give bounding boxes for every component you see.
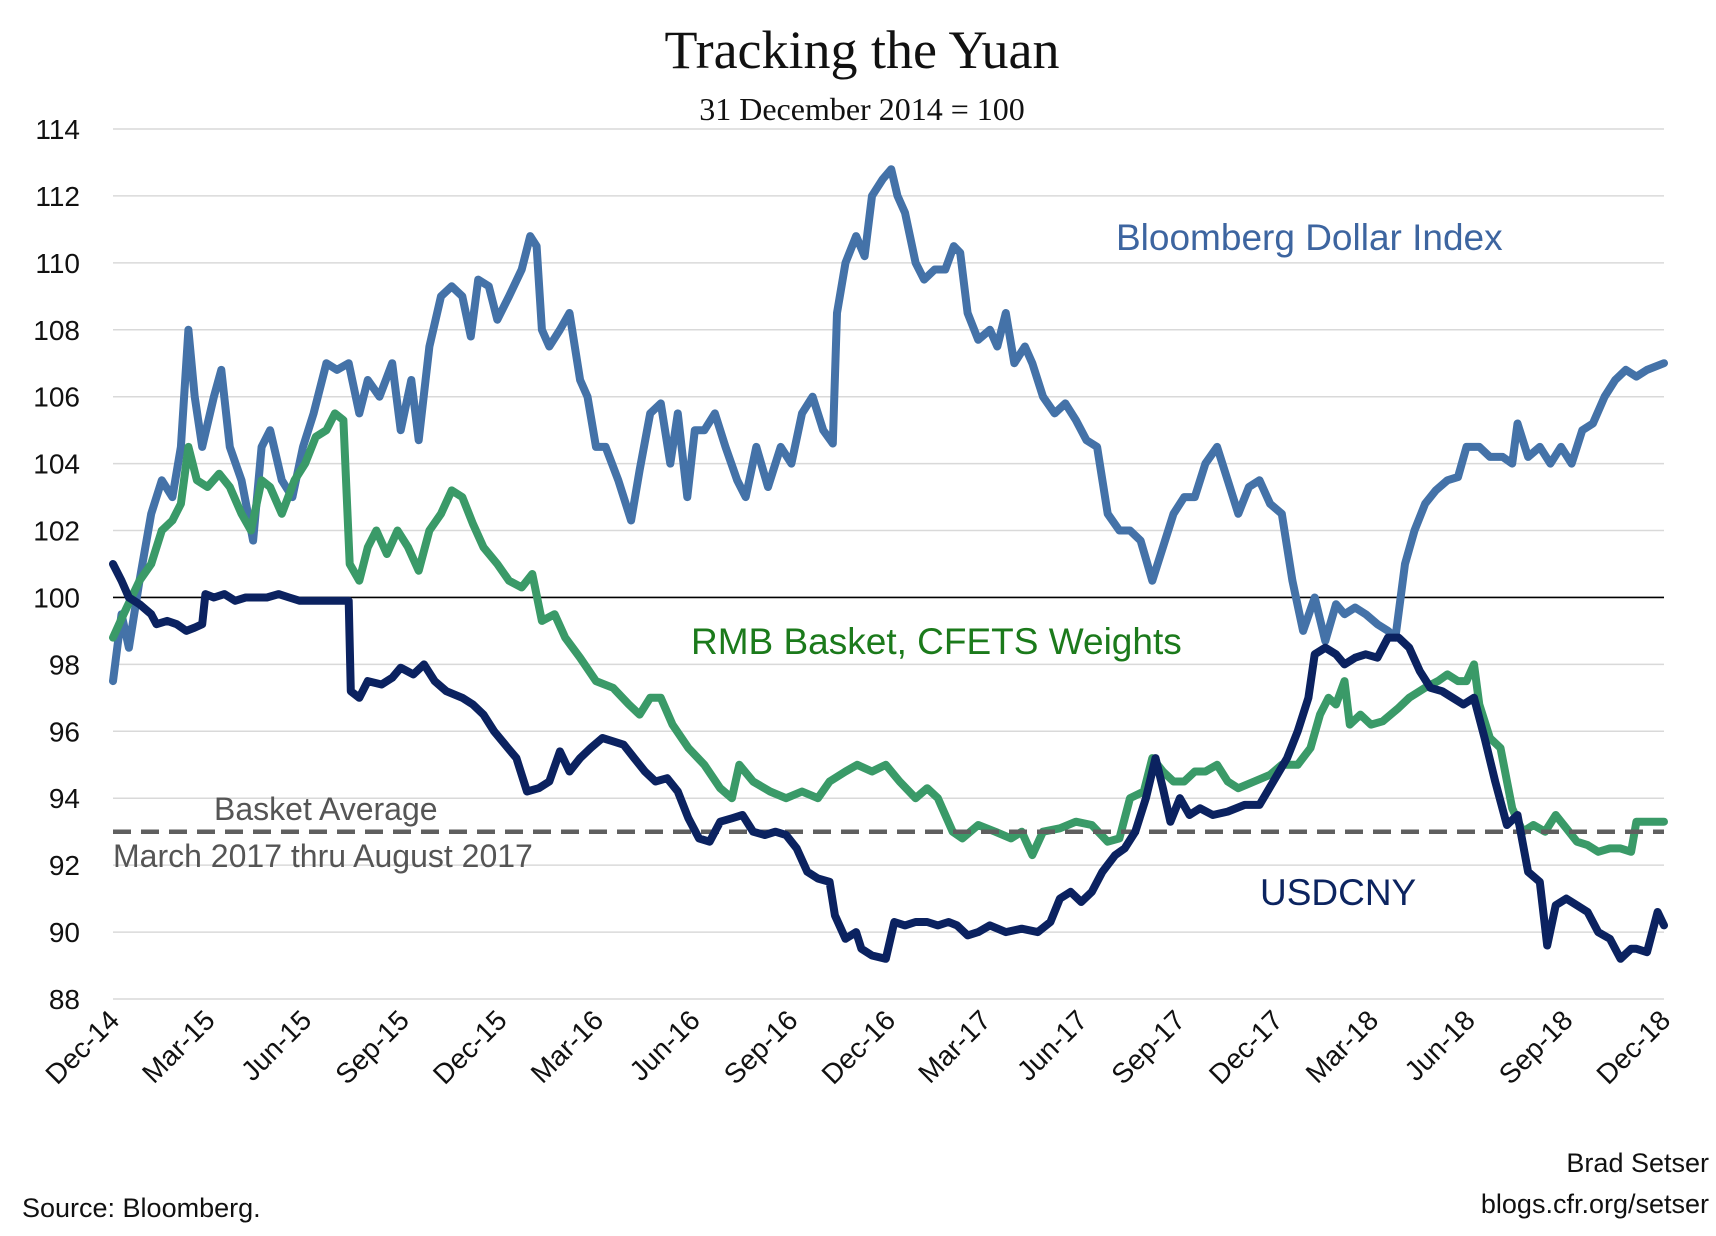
x-axis-ticks: Dec-14 Mar-15 Jun-15 Sep-15 Dec-15 Mar-16 Jun-… bbox=[39, 1004, 1676, 1090]
y-tick-label: 94 bbox=[49, 783, 80, 814]
gridlines bbox=[113, 128, 1664, 1000]
y-tick-label: 98 bbox=[49, 649, 80, 680]
x-tick-label: Sep-16 bbox=[718, 1004, 804, 1090]
x-tick-label: Sep-18 bbox=[1493, 1004, 1579, 1090]
x-tick-label: Sep-17 bbox=[1105, 1004, 1191, 1090]
series-label-usdcny: USDCNY bbox=[1260, 872, 1416, 913]
series-lines bbox=[109, 165, 1668, 963]
credit-site: blogs.cfr.org/setser bbox=[1481, 1189, 1709, 1219]
chart-subtitle: 31 December 2014 = 100 bbox=[699, 91, 1025, 127]
x-tick-label: Sep-15 bbox=[329, 1004, 415, 1090]
x-tick-label: Dec-18 bbox=[1590, 1004, 1676, 1090]
x-tick-label: Mar-18 bbox=[1300, 1004, 1385, 1089]
x-tick-label: Jun-15 bbox=[235, 1004, 317, 1086]
x-tick-label: Dec-14 bbox=[39, 1004, 125, 1090]
x-tick-label: Jun-18 bbox=[1398, 1004, 1480, 1086]
y-tick-label: 104 bbox=[33, 449, 80, 480]
y-axis-ticks: 88 90 92 94 96 98 100 102 104 106 108 110 112 114 bbox=[33, 114, 80, 1015]
y-tick-label: 108 bbox=[33, 315, 80, 346]
chart-title: Tracking the Yuan bbox=[665, 20, 1060, 80]
y-tick-label: 110 bbox=[35, 248, 80, 279]
basket-average-label: Basket Average bbox=[214, 791, 438, 827]
y-tick-label: 100 bbox=[33, 582, 80, 613]
x-tick-label: Jun-17 bbox=[1011, 1004, 1093, 1086]
series-line-rmb-basket-cfets-weights bbox=[109, 409, 1668, 860]
source-note: Source: Bloomberg. bbox=[22, 1193, 261, 1223]
x-tick-label: Mar-16 bbox=[525, 1004, 610, 1089]
y-tick-label: 112 bbox=[35, 181, 80, 212]
series-line-usdcny bbox=[109, 560, 1668, 963]
y-tick-label: 96 bbox=[49, 716, 80, 747]
basket-average-period-label: March 2017 thru August 2017 bbox=[113, 838, 533, 874]
x-tick-label: Mar-17 bbox=[912, 1004, 997, 1089]
y-tick-label: 88 bbox=[49, 984, 80, 1015]
credit-author: Brad Setser bbox=[1566, 1148, 1709, 1178]
y-tick-label: 114 bbox=[35, 114, 80, 145]
x-tick-label: Dec-15 bbox=[427, 1004, 513, 1090]
x-tick-label: Dec-17 bbox=[1203, 1004, 1289, 1090]
series-label-bloomberg-dollar-index: Bloomberg Dollar Index bbox=[1116, 217, 1503, 258]
y-tick-label: 92 bbox=[49, 850, 80, 881]
series-line-bloomberg-dollar-index bbox=[109, 165, 1668, 686]
y-tick-label: 102 bbox=[33, 516, 80, 547]
y-tick-label: 90 bbox=[49, 917, 80, 948]
x-tick-label: Mar-15 bbox=[136, 1004, 221, 1089]
y-tick-label: 106 bbox=[33, 382, 80, 413]
series-label-rmb-basket: RMB Basket, CFETS Weights bbox=[691, 621, 1182, 662]
x-tick-label: Dec-16 bbox=[816, 1004, 902, 1090]
x-tick-label: Jun-16 bbox=[623, 1004, 705, 1086]
annotations: Bloomberg Dollar Index RMB Basket, CFETS… bbox=[113, 217, 1503, 913]
